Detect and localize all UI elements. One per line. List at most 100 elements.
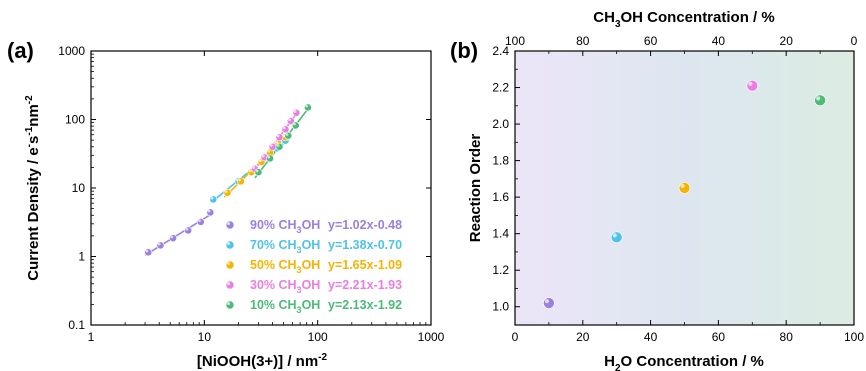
panel-a-x-axis-title: [NiOOH(3+)] / nm-2: [197, 352, 328, 370]
panel-a-point-s0-0-body: [144, 248, 153, 257]
panel-b-top-axis-title-part-2: OH Concentration / %: [621, 9, 775, 26]
panel-a-y-axis-title-part-2: s: [25, 136, 42, 144]
panel-a-legend-label-2: 50% CH3OH: [250, 258, 320, 275]
panel-a-point-s4-0-highlight: [255, 169, 259, 173]
panel-a-legend-marker-1: [225, 240, 235, 250]
panel-a-y-axis-title: Current Density / e-s-1nm-2: [24, 95, 42, 281]
panel-b-point-4: [814, 94, 826, 107]
panel-a-legend-marker-1-body: [225, 240, 235, 250]
panel-b-y-tick-label: 2.4: [492, 44, 509, 58]
panel-a-point-s0-2: [169, 234, 177, 243]
panel-a-y-tick-label: 100: [65, 113, 85, 127]
panel-b-y-tick-label: 1.8: [492, 154, 509, 168]
panel-a-y-tick-label: 0.1: [68, 318, 85, 332]
panel-a-legend-marker-4: [225, 300, 235, 310]
panel-b-x-axis-title-part-2: O Concentration / %: [621, 353, 764, 370]
panel-a-y-axis-title-part-4: nm: [25, 104, 42, 127]
panel-label-a: (a): [7, 38, 34, 63]
panel-a-x-axis-title-text: [NiOOH(3+)] / nm: [197, 353, 318, 370]
legend-name-part-1: 3: [297, 265, 302, 275]
legend-name-part-0: 70% CH: [250, 238, 297, 252]
panel-b-point-4-highlight: [816, 96, 821, 101]
panel-b-x-axis-title: H2O Concentration / %: [604, 353, 764, 371]
panel-b-point-1-body: [610, 231, 623, 244]
panel-b-point-3-highlight: [748, 81, 753, 86]
panel-a-point-s3-3-body: [275, 133, 284, 142]
panel-a-point-s0-4-body: [196, 217, 205, 226]
panel-b-top-axis-title-part-0: CH: [593, 9, 615, 26]
panel-b-top-tick-label: 100: [505, 34, 525, 48]
panel-a-x-tick-label: 100: [308, 330, 328, 344]
panel-a-point-s3-2-highlight: [269, 144, 273, 147]
legend-name-part-0: 30% CH: [250, 278, 297, 292]
panel-b-point-2-highlight: [680, 183, 685, 189]
panel-a-x-tick-label: 1: [88, 330, 95, 344]
panel-a-point-s2-1-highlight: [238, 178, 241, 182]
panel-label-b: (b): [450, 38, 478, 63]
panel-a-legend-marker-2-body: [225, 260, 235, 270]
panel-a-point-s2-0-highlight: [224, 190, 228, 193]
panel-a-point-s0-3-highlight: [185, 227, 189, 231]
panel-b-top-tick-label: 80: [576, 34, 590, 48]
panel-a-point-s0-0-highlight: [145, 249, 149, 253]
panel-a-point-s4-0-body: [254, 168, 263, 177]
panel-b-x-axis-title-part-0: H: [604, 353, 615, 370]
panel-a-y-axis-title-part-1: -: [24, 144, 35, 147]
panel-a-point-s4-2-body: [275, 142, 284, 151]
legend-name-part-2: OH: [302, 298, 321, 312]
panel-a-point-s3-4-highlight: [282, 126, 286, 130]
panel-a-point-s1-0: [209, 195, 218, 204]
panel-a-legend-marker-2-highlight: [227, 262, 231, 266]
panel-a-legend-marker-3-highlight: [227, 282, 231, 286]
panel-a-legend-fit-2: y=1.65x-1.09: [328, 258, 402, 272]
panel-a-legend-fit-4: y=2.13x-1.92: [328, 298, 402, 312]
panel-a-x-tick-label: 10: [198, 330, 212, 344]
panel-a-y-axis-title-part-5: -2: [24, 95, 35, 104]
panel-b-y-tick-label: 1.2: [492, 263, 509, 277]
panel-a-point-s0-5: [206, 208, 215, 217]
panel-a-legend-label-0: 90% CH3OH: [250, 218, 320, 235]
panel-a-point-s4-1-highlight: [267, 155, 271, 159]
panel-a-legend-label-1: 70% CH3OH: [250, 238, 320, 255]
panel-b-y-tick-label: 1.0: [492, 300, 509, 314]
panel-a-point-s3-6-body: [292, 108, 301, 117]
panel-b-top-tick-label: 60: [644, 34, 658, 48]
legend-name-part-0: 90% CH: [250, 218, 297, 232]
panel-a-point-s2-1: [236, 177, 245, 186]
panel-a-point-s4-1: [266, 154, 274, 163]
panel-b-plot: 0 20 40 60 80 100 100 80 60 40 20 0 1.0 1.2 1.4 1.6 1.8 2…: [467, 9, 864, 371]
panel-a-point-s4-0: [254, 168, 263, 177]
panel-a-point-s4-3: [284, 131, 293, 140]
panel-a-legend-marker-4-highlight: [227, 302, 231, 306]
panel-b-x-tick-label: 0: [512, 330, 519, 344]
panel-b-y-axis-title: Reaction Order: [467, 134, 484, 243]
panel-b-top-tick-label: 20: [780, 34, 794, 48]
panel-a-point-s4-3-highlight: [285, 133, 289, 136]
legend-name-part-0: 50% CH: [250, 258, 297, 272]
panel-b-x-tick-label: 20: [576, 330, 590, 344]
panel-a-point-s0-4: [196, 217, 205, 226]
panel-a-point-s4-5-body: [303, 103, 312, 112]
panel-a-y-axis-title-part-3: -1: [24, 126, 35, 135]
panel-b-y-tick-label: 2.2: [492, 81, 509, 95]
panel-a-point-s4-4-body: [291, 121, 300, 130]
panel-a-y-tick-label: 1: [78, 250, 85, 264]
panel-a-legend-fit-3: y=2.21x-1.93: [328, 278, 402, 292]
panel-b-point-3-body: [746, 79, 759, 92]
panel-b-x-tick-label: 60: [712, 330, 726, 344]
panel-b-point-3: [746, 79, 759, 92]
panel-a-legend-marker-0-body: [225, 220, 235, 230]
panel-a-point-s1-0-body: [209, 195, 218, 204]
legend-name-part-1: 3: [297, 225, 302, 235]
panel-b-x-tick-label: 100: [844, 330, 864, 344]
panel-a-y-axis-title-part-0: Current Density / e: [25, 147, 42, 280]
panel-b-top-tick-label: 40: [712, 34, 726, 48]
panel-b-point-2: [678, 182, 691, 194]
panel-a-point-s3-6-highlight: [293, 110, 297, 113]
panel-a-data-points: [144, 103, 312, 257]
panel-a-point-s3-0-highlight: [252, 166, 256, 170]
panel-a-point-s4-1-body: [266, 154, 274, 163]
panel-b-y-tick-label: 2.0: [492, 117, 509, 131]
